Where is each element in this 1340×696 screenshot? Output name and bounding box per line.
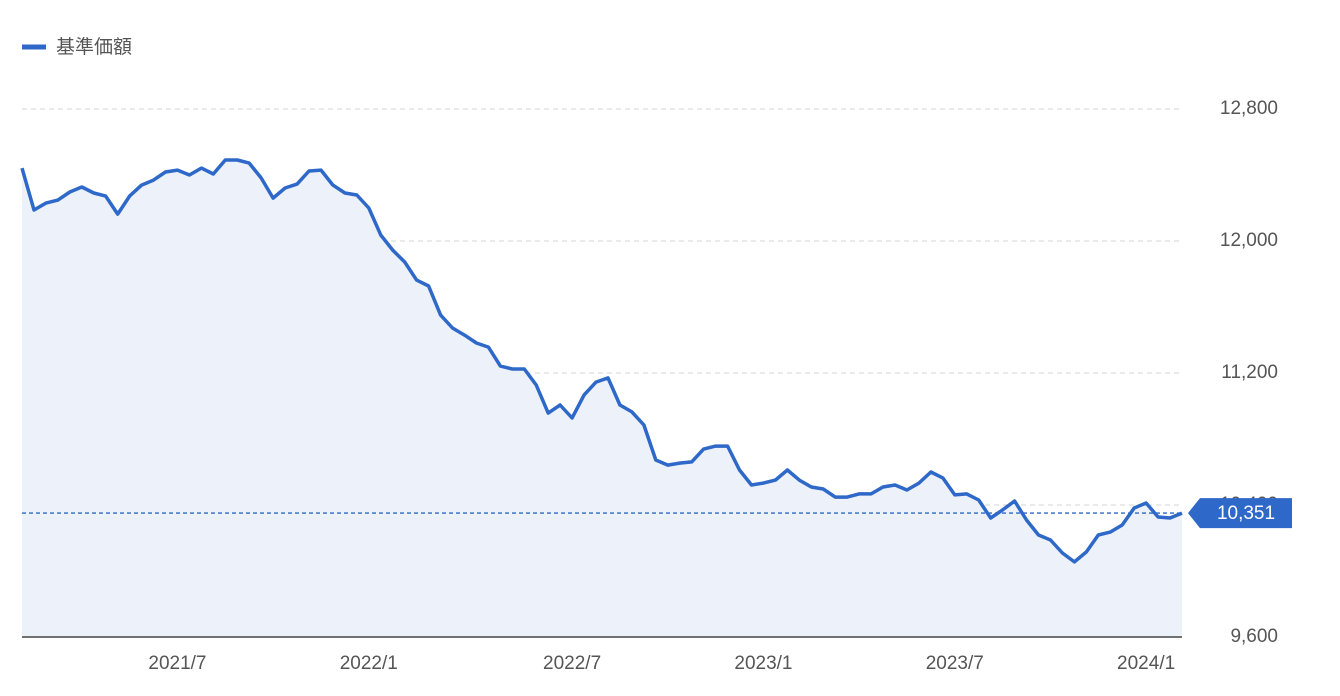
legend-label[interactable]: 基準価額: [56, 36, 132, 58]
x-tick-label: 2022/1: [340, 653, 398, 674]
x-tick-label: 2022/7: [543, 653, 601, 674]
current-value-tag: [1188, 498, 1292, 529]
current-value-label: 10,351: [1217, 503, 1275, 524]
x-tick-label: 2023/7: [926, 653, 984, 674]
x-tick-label: 2023/1: [734, 653, 792, 674]
y-tick-label: 12,800: [1220, 98, 1278, 119]
y-tick-label: 12,000: [1220, 230, 1278, 251]
y-tick-label: 11,200: [1221, 362, 1278, 383]
line: [20, 158, 1183, 564]
x-tick-label: 2024/1: [1117, 653, 1175, 674]
y-tick-label: 9,600: [1230, 626, 1278, 647]
x-tick-label: 2021/7: [148, 653, 206, 674]
area: [22, 160, 1182, 637]
